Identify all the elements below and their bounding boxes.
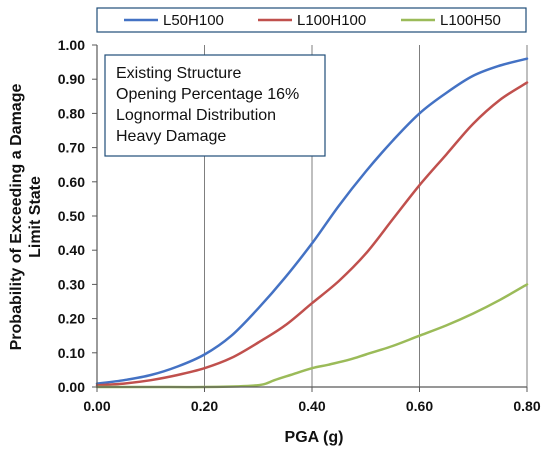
legend-box xyxy=(96,7,527,33)
series-line-l100h100 xyxy=(95,81,529,387)
y-axis-title-line-1: Probability of Exceeding a Damage xyxy=(8,84,25,351)
annotation-line-2: Opening Percentage 16% xyxy=(116,86,299,103)
y-tick-label: 0.30 xyxy=(58,276,85,292)
y-tick-label: 0.20 xyxy=(58,311,85,327)
y-tick-label: 1.00 xyxy=(58,37,85,53)
y-tick-label: 0.40 xyxy=(58,242,85,258)
x-tick-label: 0.40 xyxy=(298,398,325,414)
x-tick-label: 0.00 xyxy=(83,398,110,414)
legend-label-l100h50: L100H50 xyxy=(440,12,501,29)
annotation-line-1: Existing Structure xyxy=(116,65,241,82)
y-tick-label: 0.70 xyxy=(58,140,85,156)
annotation-frame xyxy=(104,54,326,157)
y-tick-label: 0.60 xyxy=(58,174,85,190)
y-tick-label: 0.80 xyxy=(58,105,85,121)
y-tick-label: 0.50 xyxy=(58,208,85,224)
y-axis-title-line-2: Limit State xyxy=(27,176,44,258)
annotation-line-3: Lognormal Distribution xyxy=(116,107,276,124)
y-tick-label: 0.00 xyxy=(58,379,85,395)
x-tick-labels: 0.00 0.20 0.40 0.60 0.80 xyxy=(83,398,540,414)
legend-label-l100h100: L100H100 xyxy=(297,12,366,29)
legend: L50H100 L100H100 L100H50 xyxy=(96,7,527,33)
x-axis-title: PGA (g) xyxy=(285,429,344,446)
y-axis-title: Probability of Exceeding a Damage Limit … xyxy=(8,84,44,351)
series-line-l50h100 xyxy=(95,57,529,385)
y-tick-label: 0.90 xyxy=(58,71,85,87)
annotation-box: Existing Structure Opening Percentage 16… xyxy=(104,54,326,157)
y-tick-labels: 0.00 0.10 0.20 0.30 0.40 0.50 0.60 0.70 0.80 0.90… xyxy=(58,37,85,395)
y-tick-label: 0.10 xyxy=(58,345,85,361)
series-lines xyxy=(95,57,529,389)
legend-label-l50h100: L50H100 xyxy=(163,12,224,29)
series-line-l100h50 xyxy=(95,283,529,389)
axes xyxy=(92,44,528,392)
x-tick-label: 0.60 xyxy=(406,398,433,414)
x-tick-label: 0.20 xyxy=(191,398,218,414)
x-tick-label: 0.80 xyxy=(513,398,540,414)
annotation-line-4: Heavy Damage xyxy=(116,128,226,145)
